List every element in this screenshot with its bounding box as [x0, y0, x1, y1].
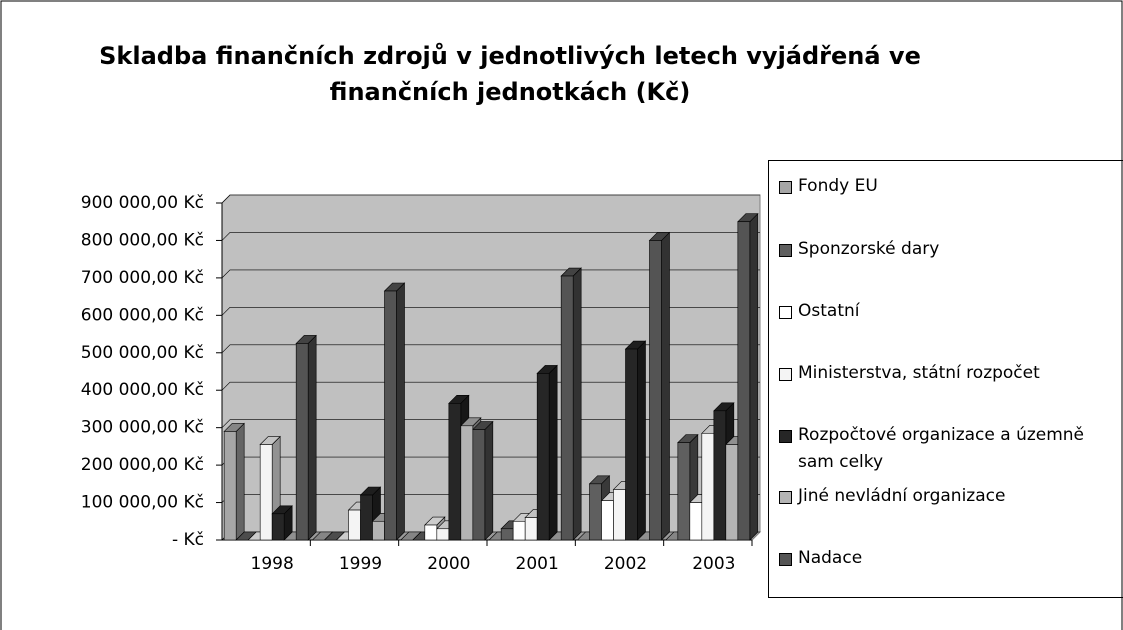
x-tick-label: 2001 — [516, 554, 559, 574]
bar — [589, 483, 602, 541]
bar — [601, 500, 614, 541]
bar — [524, 517, 538, 541]
y-tick-label: 800 000,00 Kč — [81, 230, 204, 250]
bar — [649, 240, 662, 541]
legend-label: Sponzorské dary — [798, 239, 940, 259]
grid-line — [221, 307, 760, 316]
legend-swatch — [779, 244, 792, 257]
bar — [472, 429, 486, 541]
legend-swatch — [779, 306, 792, 319]
bar — [536, 373, 550, 541]
legend-label: Rozpočtové organizace a územně sam celky — [798, 425, 1085, 472]
legend-label: Jiné nevládní organizace — [798, 486, 1006, 506]
bar — [223, 431, 237, 541]
bar — [460, 425, 474, 541]
legend-item: Ministerstva, státní rozpočet — [779, 360, 1123, 387]
legend-swatch — [779, 553, 792, 566]
legend-label: Ostatní — [798, 301, 860, 321]
bar-side — [396, 282, 405, 541]
bar — [348, 509, 361, 541]
bar-side — [307, 334, 317, 541]
legend-swatch — [779, 181, 792, 194]
x-tick-label: 2003 — [692, 554, 735, 574]
bar-side — [661, 231, 670, 541]
x-tick-label: 2000 — [427, 554, 470, 574]
legend-item: Fondy EU — [779, 173, 1123, 200]
chart-title: Skladba finančních zdrojů v jednotlivých… — [99, 42, 921, 106]
bar-side — [548, 364, 558, 541]
grid-line — [221, 232, 760, 241]
y-tick-label: 600 000,00 Kč — [81, 305, 204, 325]
legend-item: Jiné nevládní organizace — [779, 483, 1123, 510]
legend-label: Fondy EU — [798, 176, 878, 196]
legend: Fondy EU Sponzorské dary Ostatní Ministerst… — [768, 160, 1123, 598]
bar — [500, 528, 514, 541]
grid-line — [221, 344, 760, 353]
y-tick-label: 400 000,00 Kč — [81, 380, 204, 400]
bar — [701, 432, 715, 541]
bar — [372, 520, 385, 541]
x-tick-label: 1998 — [251, 554, 294, 574]
bar — [360, 494, 373, 541]
bar — [713, 410, 727, 541]
legend-item: Ostatní — [779, 298, 1123, 325]
legend-item: Rozpočtové organizace a územně sam celky — [779, 422, 1123, 476]
y-tick-label: 300 000,00 Kč — [81, 418, 204, 438]
y-tick-label: 500 000,00 Kč — [81, 343, 204, 363]
bar — [259, 444, 273, 541]
legend-swatch — [779, 430, 792, 443]
legend-label: Ministerstva, státní rozpočet — [798, 363, 1040, 383]
bar-side — [235, 422, 245, 541]
bar — [384, 290, 397, 541]
bar-side — [484, 420, 494, 541]
bar-side — [572, 267, 582, 541]
legend-item: Nadace — [779, 545, 1123, 572]
bar — [625, 348, 638, 541]
bar — [436, 528, 450, 541]
grid-line — [221, 381, 760, 391]
legend-swatch — [779, 368, 792, 381]
bar — [725, 444, 739, 541]
y-tick-label: 200 000,00 Kč — [81, 455, 204, 475]
bar — [677, 442, 691, 541]
y-tick-label: 900 000,00 Kč — [81, 193, 204, 213]
bar — [689, 502, 703, 541]
grid-line — [221, 419, 760, 428]
bar — [448, 403, 462, 541]
x-tick-label: 2002 — [604, 554, 647, 574]
bar — [271, 513, 285, 541]
bar-side — [637, 340, 646, 541]
y-tick-label: 100 000,00 Kč — [81, 493, 204, 513]
bar-side — [749, 212, 759, 541]
bar — [737, 221, 751, 541]
bar — [424, 524, 438, 541]
legend-label: Nadace — [798, 548, 863, 568]
grid-line — [221, 269, 760, 279]
x-tick-label: 1999 — [339, 554, 382, 574]
y-tick-label: 700 000,00 Kč — [81, 268, 204, 288]
bar — [512, 520, 526, 541]
y-tick-label: - Kč — [172, 530, 204, 550]
legend-swatch — [779, 491, 792, 504]
legend-item: Sponzorské dary — [779, 236, 1123, 263]
grid-line — [221, 194, 760, 204]
bar — [295, 343, 309, 541]
bar — [560, 275, 574, 541]
bar — [613, 489, 626, 541]
